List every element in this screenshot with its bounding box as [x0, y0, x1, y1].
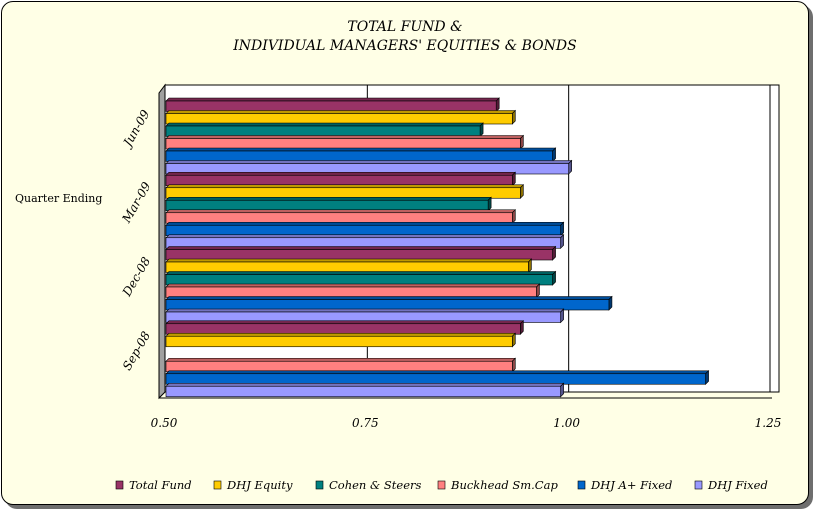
- bar: [165, 360, 513, 373]
- bar-top-face: [165, 147, 557, 152]
- bar: [165, 323, 521, 335]
- bar: [165, 138, 521, 150]
- bar-top-face: [165, 308, 565, 313]
- bar: [165, 261, 529, 273]
- chart-title-line-2: INDIVIDUAL MANAGERS' EQUITIES & BONDS: [232, 38, 576, 54]
- legend-swatch: [694, 480, 703, 490]
- legend-swatch: [577, 480, 586, 490]
- bar-top-face: [165, 110, 517, 114]
- bar-top-face: [165, 209, 517, 214]
- legend-swatch: [213, 480, 222, 490]
- bar: [165, 274, 553, 286]
- legend-entry: Cohen & Steers: [329, 478, 421, 492]
- bar: [165, 212, 513, 224]
- bar-top-face: [165, 97, 500, 102]
- bar: [165, 373, 706, 385]
- bar: [165, 125, 481, 137]
- legend-entry: DHJ A+ Fixed: [590, 478, 672, 492]
- y-tick-label: Mar-09: [119, 179, 154, 226]
- y-tick-label: Sep-08: [120, 329, 153, 373]
- plot-side-wall: [158, 83, 166, 400]
- bar: [165, 385, 561, 398]
- chart-title-line-1: TOTAL FUND &: [347, 19, 462, 35]
- legend-entry: DHJ Fixed: [707, 478, 768, 492]
- bar-top-face: [165, 171, 517, 176]
- y-tick-label: Dec-08: [119, 254, 153, 299]
- plot-area: 0.50 0.75 1.00 1.25 Jun-09 Mar-09 Dec-08 Sep-08: [119, 83, 782, 430]
- bar-top-face: [165, 271, 557, 275]
- bar: [165, 100, 497, 112]
- bar-top-face: [165, 234, 565, 239]
- bar-top-face: [165, 196, 492, 201]
- bar-top-face: [165, 320, 525, 325]
- x-tick-label: 0.50: [151, 416, 178, 430]
- legend-swatch: [115, 480, 124, 490]
- x-tick-label: 0.75: [352, 416, 379, 430]
- y-axis-label: Quarter Ending: [15, 192, 102, 205]
- bar-top-face: [165, 258, 533, 263]
- bar: [165, 335, 513, 348]
- legend-entry: DHJ Equity: [226, 478, 293, 492]
- legend-swatch: [437, 480, 446, 490]
- bar-top-face: [165, 184, 525, 189]
- x-tick-label: 1.00: [553, 416, 580, 430]
- bar-top-face: [165, 296, 613, 300]
- bar: [165, 299, 610, 311]
- bar: [165, 113, 513, 125]
- bar: [165, 249, 553, 261]
- bar: [165, 150, 553, 162]
- bar: [165, 174, 513, 187]
- legend-swatch: [315, 480, 324, 490]
- y-tick-label: Jun-09: [119, 107, 153, 151]
- bar: [165, 187, 521, 199]
- legend-entry: Total Fund: [129, 478, 192, 492]
- bar: [165, 199, 489, 212]
- bar-top-face: [165, 382, 565, 387]
- legend-entry: Buckhead Sm.Cap: [450, 478, 558, 492]
- bar-top-face: [165, 332, 517, 337]
- bar-top-face: [165, 246, 557, 250]
- bar: [165, 286, 537, 298]
- bar-top-face: [165, 160, 573, 164]
- bar-top-face: [165, 357, 517, 362]
- legend: Total Fund DHJ Equity Cohen & Steers Buckhe…: [115, 478, 768, 492]
- bar-top-face: [165, 283, 541, 288]
- bar: [165, 224, 561, 237]
- bar-top-face: [165, 221, 565, 226]
- x-tick-label: 1.25: [755, 416, 782, 430]
- bar-top-face: [165, 370, 710, 375]
- bar-top-face: [165, 122, 484, 127]
- bar-top-face: [165, 135, 525, 139]
